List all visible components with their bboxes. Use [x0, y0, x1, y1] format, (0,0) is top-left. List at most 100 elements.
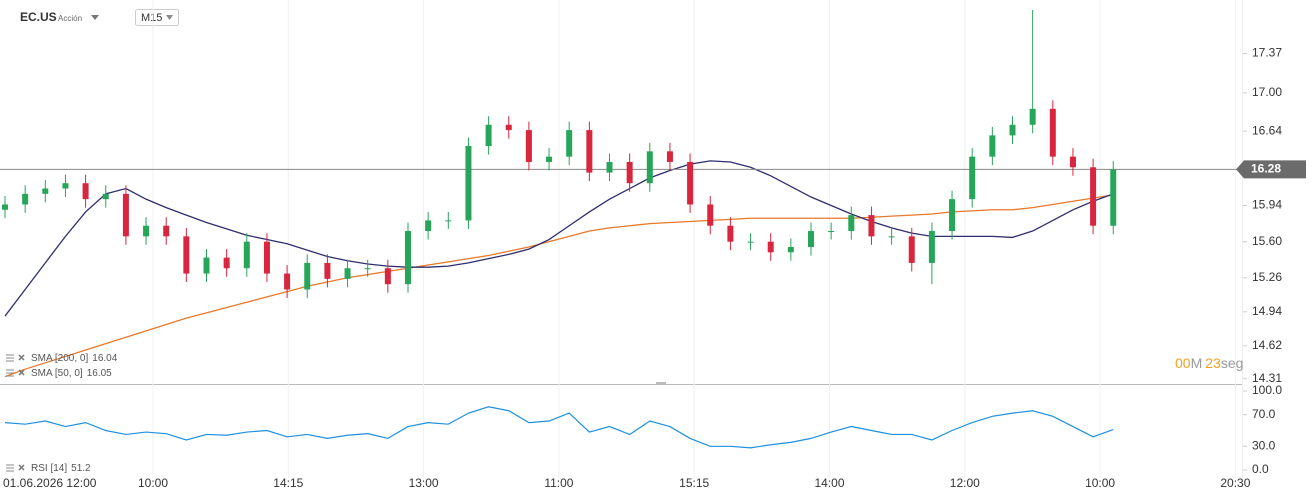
- y-tick-label: 17.37: [1252, 46, 1282, 60]
- asset-type: Acción: [58, 14, 82, 23]
- x-tick-label: 11:00: [544, 476, 573, 490]
- timer-seconds-unit: seg: [1221, 355, 1244, 371]
- candle-body: [344, 268, 351, 279]
- candle-body: [1009, 124, 1016, 136]
- candle-body: [102, 193, 109, 200]
- candle-body: [626, 161, 633, 184]
- candle-body: [2, 204, 8, 210]
- legend-name: SMA [200, 0]: [31, 353, 88, 364]
- candle-body: [566, 130, 573, 157]
- candle-body: [1090, 167, 1097, 226]
- sma-line: [4, 160, 1114, 317]
- x-tick-label: 10:00: [1085, 476, 1115, 490]
- x-tick-label: 10:00: [138, 476, 168, 490]
- candle-body: [405, 231, 411, 285]
- candle-body: [304, 262, 311, 290]
- candle-body: [767, 241, 774, 253]
- candle-body: [546, 156, 553, 162]
- candle-body: [969, 156, 976, 200]
- legend-menu-icon: [6, 354, 14, 362]
- timer-seconds: 23: [1205, 355, 1221, 371]
- candle-body: [908, 236, 915, 263]
- legend-remove-icon: [18, 464, 25, 471]
- price-tag: 16.28: [1251, 162, 1281, 176]
- candle-body: [949, 199, 956, 232]
- candle-body: [868, 215, 875, 237]
- candle-body: [787, 246, 794, 253]
- rsi-line: [4, 406, 1114, 449]
- legend-name: SMA [50, 0]: [31, 368, 83, 379]
- candle-body: [505, 124, 512, 131]
- timeframe[interactable]: M15: [141, 12, 162, 24]
- candle-body: [243, 241, 250, 269]
- candle-body: [828, 231, 835, 233]
- rsi-tick-label: 30.0: [1252, 438, 1276, 452]
- candle-body: [1049, 108, 1056, 157]
- candle-body: [485, 124, 492, 147]
- timeframe-dropdown[interactable]: [166, 15, 173, 20]
- x-tick-label: 12:00: [950, 476, 980, 490]
- x-tick-label: 14:15: [273, 476, 303, 490]
- sma-line: [4, 194, 1114, 378]
- y-tick-label: 15.60: [1252, 234, 1282, 248]
- symbol[interactable]: EC.US: [20, 10, 57, 24]
- rsi-tick-label: 0.0: [1252, 462, 1269, 476]
- candle-body: [606, 161, 613, 173]
- candle-body: [525, 130, 532, 162]
- candle-body: [586, 130, 593, 173]
- legend-entry: RSI [14] 51.2: [31, 463, 91, 474]
- candle-body: [727, 225, 734, 242]
- legend-menu-icon: [6, 369, 14, 377]
- candle-body: [82, 183, 89, 200]
- candle-body: [747, 241, 754, 243]
- candle-body: [143, 225, 150, 237]
- candle-timer: 00M 23seg: [1175, 355, 1243, 371]
- candle-body: [808, 231, 814, 247]
- timer-minutes: 00: [1175, 355, 1191, 371]
- candle-body: [223, 257, 230, 269]
- divider-handle[interactable]: [656, 382, 666, 385]
- price-tag-bg: [1236, 160, 1306, 179]
- x-tick-label: 14:00: [814, 476, 844, 490]
- candle-body: [163, 225, 170, 237]
- candle-body: [42, 188, 49, 194]
- candle-body: [848, 215, 855, 232]
- timeframe-box[interactable]: [135, 9, 179, 26]
- candle-body: [646, 151, 653, 184]
- candle-body: [122, 193, 129, 237]
- timer-minutes-unit: M: [1191, 355, 1203, 371]
- x-tick-label: 15:15: [679, 476, 709, 490]
- y-tick-label: 14.62: [1252, 338, 1282, 352]
- candle-body: [384, 268, 391, 285]
- candle-body: [1069, 156, 1076, 168]
- legend-value: 51.2: [71, 463, 91, 474]
- candle-body: [263, 241, 270, 274]
- legend-entry: SMA [200, 0] 16.04: [31, 353, 118, 364]
- x-tick-label: 13:00: [409, 476, 439, 490]
- candle-body: [62, 183, 69, 189]
- symbol-dropdown[interactable]: [91, 15, 99, 20]
- legend-name: RSI [14]: [31, 463, 67, 474]
- y-tick-label: 15.94: [1252, 198, 1282, 212]
- y-tick-label: 14.31: [1252, 371, 1282, 385]
- y-tick-label: 15.26: [1252, 270, 1282, 284]
- candle-body: [1029, 108, 1036, 125]
- candle-body: [445, 220, 452, 222]
- candle-body: [707, 204, 714, 226]
- candle-body: [687, 161, 694, 205]
- legend-entry: SMA [50, 0] 16.05: [31, 368, 112, 379]
- legend-remove-icon: [18, 369, 25, 376]
- rsi-tick-label: 100.0: [1252, 383, 1282, 397]
- candle-body: [666, 151, 673, 162]
- y-tick-label: 16.64: [1252, 123, 1282, 137]
- y-tick-label: 17.00: [1252, 85, 1282, 99]
- candle-body: [22, 193, 29, 205]
- y-tick-label: 14.94: [1252, 304, 1282, 318]
- rsi-tick-label: 70.0: [1252, 407, 1276, 421]
- candle-body: [364, 268, 371, 270]
- x-tick-label: 01.06.2026 12:00: [3, 476, 97, 490]
- candle-body: [284, 273, 291, 290]
- candle-body: [888, 236, 895, 238]
